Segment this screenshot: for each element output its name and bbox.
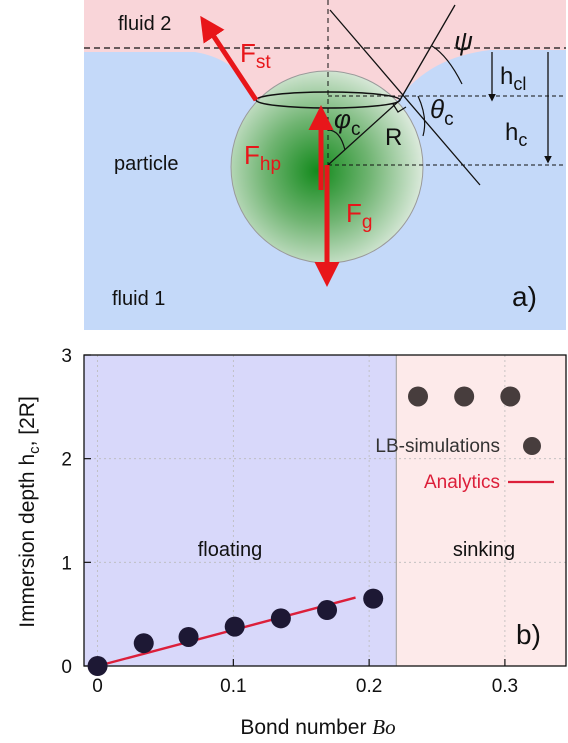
fluid-2-label: fluid 2 [118,13,171,35]
psi-label: ψ [454,26,473,56]
y-axis-title: Immersion depth hc, [2R] [16,396,43,628]
floating-region [84,355,397,666]
simulation-point [270,608,291,629]
radius-line [327,99,401,166]
panel-a-schematic: fluid 2 particle fluid 1 a) Fst Fhp Fg ψ… [84,0,566,330]
plot-frame [83,354,567,667]
h-cl-label: hcl [500,63,526,94]
f-hp-label: Fhp [244,140,281,175]
f-st-label: Fst [240,38,271,73]
tangent-line [399,4,456,101]
panel-a-tag: a) [512,281,537,312]
y-tick-label: 0 [61,657,72,678]
simulation-point [178,626,199,647]
h-c-label: hc [505,119,527,150]
x-tick-label: 0 [92,676,103,697]
radius-label: R [385,124,402,151]
simulation-point [133,633,154,654]
sinking-simulation-point [454,386,475,407]
psi-arc [431,45,463,85]
theta-c-label: θc [430,94,454,130]
sinking-simulation-point [500,386,521,407]
fluid-1-label: fluid 1 [112,288,165,310]
surface-tension-arrow [200,15,259,102]
sinking-label: sinking [453,539,515,561]
simulation-point [363,588,384,609]
phi-c-label: φc [334,104,360,140]
sinking-region [396,355,566,666]
simulation-point [224,616,245,637]
axis-ticks: 0 0.1 0.2 0.3 0 1 2 3 [61,346,518,697]
simulation-point [87,656,108,676]
x-tick-label: 0.2 [356,676,382,697]
phi-arc [327,129,346,151]
right-angle-mark [392,103,407,113]
y-tick-label: 3 [61,346,72,367]
data-series [87,386,521,676]
particle-label: particle [114,153,178,175]
x-tick-label: 0.3 [492,676,518,697]
x-axis-title: Bond number Bo [240,715,395,739]
panel-b-tag: b) [516,619,541,650]
floating-label: floating [198,539,263,561]
legend-simulations-marker [523,437,541,455]
simulation-point [317,600,338,621]
x-tick-label: 0.1 [220,676,246,697]
f-g-label: Fg [346,198,372,233]
legend-simulations-label: LB-simulations [375,436,500,457]
legend-analytics-label: Analytics [424,472,500,493]
sinking-simulation-point [408,386,429,407]
panel-b-chart: 0 0.1 0.2 0.3 0 1 2 3 floating sinking b) LB-si… [16,346,567,739]
y-tick-label: 1 [61,553,72,574]
normal-line [329,9,481,186]
y-tick-label: 2 [61,450,72,471]
theta-arc [417,95,426,137]
